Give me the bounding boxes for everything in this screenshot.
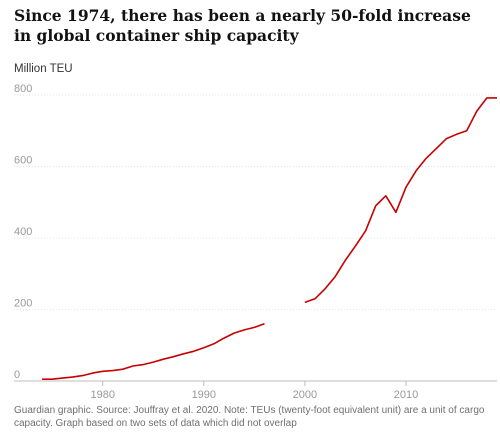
y-tick-label: 0	[14, 369, 20, 381]
source-footnote: Guardian graphic. Source: Jouffray et al…	[14, 405, 485, 429]
gridlines	[14, 94, 497, 382]
x-tick-label: 1990	[192, 389, 216, 400]
data-lines	[42, 97, 497, 380]
series-line-1	[42, 323, 265, 380]
y-tick-label: 200	[14, 298, 32, 310]
series-line-2	[304, 97, 497, 304]
y-tick-label: 800	[14, 83, 32, 95]
y-axis: 0 200 400 600 800	[14, 83, 32, 381]
y-axis-label: Million TEU	[14, 63, 73, 75]
x-tick-label: 2000	[293, 389, 317, 400]
x-axis: 1980 1990 2000 2010	[90, 381, 418, 400]
x-tick-label: 2010	[394, 389, 418, 400]
y-tick-label: 600	[14, 155, 32, 167]
y-tick-label: 400	[14, 226, 32, 238]
chart-title: Since 1974, there has been a nearly 50-f…	[14, 6, 471, 45]
line-chart: 0 200 400 600 800 1980 1990 2000 2010	[14, 83, 497, 400]
x-tick-label: 1980	[90, 389, 114, 400]
